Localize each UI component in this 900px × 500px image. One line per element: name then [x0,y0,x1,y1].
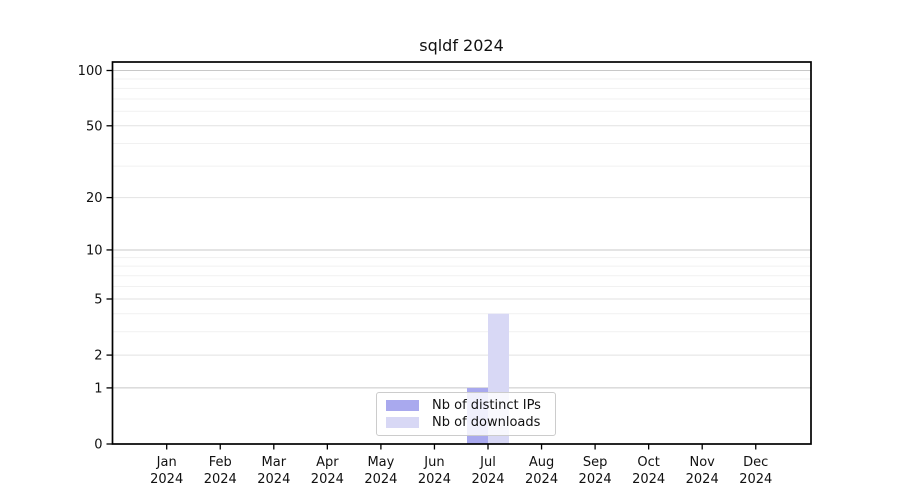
y-tick-label: 2 [94,349,102,364]
legend-swatch-distinct-ips [386,400,419,411]
y-tick-label: 5 [94,292,102,307]
x-tick-label: Nov 2024 [686,455,719,487]
y-tick-label: 100 [78,64,103,79]
y-tick-label: 20 [86,191,103,206]
y-tick-label: 50 [86,119,103,134]
x-tick-label: Apr 2024 [311,455,344,487]
y-tick-label: 1 [94,381,102,396]
chart-title: sqldf 2024 [419,36,504,55]
y-tick-label: 0 [94,438,102,453]
x-tick-label: Jun 2024 [418,455,451,487]
x-tick-label: Dec 2024 [739,455,772,487]
x-tick-label: Feb 2024 [204,455,237,487]
x-tick-label: Oct 2024 [632,455,665,487]
y-tick-label: 10 [86,243,103,258]
plot-border [111,61,812,445]
legend-item-downloads: Nb of downloads [386,416,545,429]
legend-swatch-downloads [386,417,419,428]
legend-label-downloads: Nb of downloads [432,415,541,430]
legend-label-distinct-ips: Nb of distinct IPs [432,398,541,413]
x-tick-label: Mar 2024 [257,455,290,487]
x-tick-label: May 2024 [364,455,397,487]
x-tick-label: Jul 2024 [471,455,504,487]
x-tick-label: Jan 2024 [150,455,183,487]
x-tick-label: Sep 2024 [579,455,612,487]
x-tick-label: Aug 2024 [525,455,558,487]
legend-item-distinct-ips: Nb of distinct IPs [386,399,545,412]
chart-legend: Nb of distinct IPs Nb of downloads [376,392,556,436]
